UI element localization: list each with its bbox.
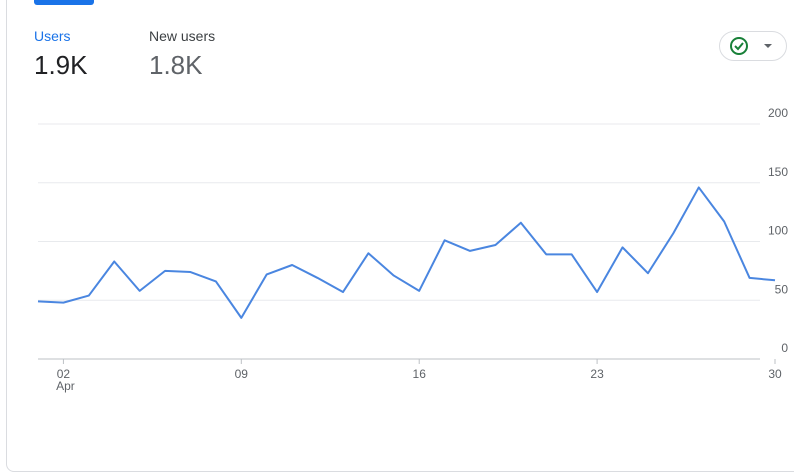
x-tick-label: 16 xyxy=(413,367,427,381)
tab-label: Users xyxy=(34,28,71,44)
status-icon xyxy=(730,37,772,55)
tab-value: 1.8K xyxy=(149,50,203,80)
tab-label: New users xyxy=(149,28,216,44)
tab-value: 1.9K xyxy=(34,50,88,80)
tab-users[interactable]: Users 1.9K xyxy=(34,28,88,81)
x-month-label: Apr xyxy=(56,379,75,393)
active-tab-indicator xyxy=(34,0,94,5)
x-tick-label: 02 xyxy=(57,367,71,381)
x-tick-label: 23 xyxy=(590,367,604,381)
line-series xyxy=(37,186,776,319)
y-tick-label: 100 xyxy=(768,224,788,238)
y-tick-label: 150 xyxy=(768,165,788,179)
y-tick-label: 50 xyxy=(775,282,789,296)
y-tick-label: 0 xyxy=(781,341,788,355)
y-tick-label: 200 xyxy=(768,106,788,120)
x-tick-label: 30 xyxy=(768,367,782,381)
x-tick-label: 09 xyxy=(235,367,249,381)
status-button[interactable] xyxy=(719,31,787,61)
tab-new-users[interactable]: New users 1.8K xyxy=(149,28,215,81)
